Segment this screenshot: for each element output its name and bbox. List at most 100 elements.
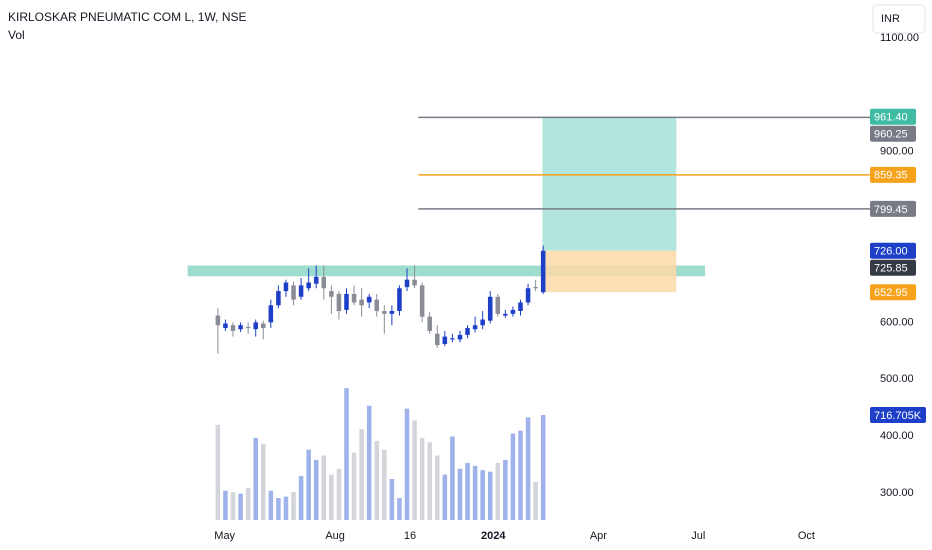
candle-body: [533, 287, 538, 289]
volume-bar: [306, 449, 311, 520]
candle-body: [291, 285, 296, 300]
volume-bar: [382, 449, 387, 520]
x-tick-label: 2024: [481, 530, 506, 542]
candle-body: [268, 305, 274, 323]
y-tick-label: 1100.00: [880, 32, 919, 44]
price-tag-label: 652.95: [874, 287, 908, 299]
price-tag: [870, 108, 916, 125]
x-tick-label: Oct: [798, 530, 815, 542]
candle-body: [223, 323, 228, 329]
y-tick-label: 400.00: [880, 430, 914, 442]
candle-body: [276, 291, 281, 306]
volume-bar: [321, 455, 327, 520]
volume-bar: [366, 405, 372, 520]
candle-body: [427, 316, 432, 331]
price-tag-label: 799.45: [874, 204, 908, 216]
candle-body: [442, 336, 448, 344]
volume-bar: [510, 433, 516, 520]
candle-body: [525, 288, 531, 303]
price-tag: [870, 200, 916, 217]
candle-body: [480, 319, 485, 326]
candle-body: [321, 276, 327, 289]
x-tick-label: May: [214, 530, 235, 542]
candle-body: [397, 288, 402, 311]
volume-bar: [268, 490, 274, 520]
y-tick-label: 500.00: [880, 373, 914, 385]
volume-bar: [374, 440, 380, 520]
volume-bar: [389, 478, 395, 520]
candle-body: [518, 302, 523, 311]
resistance-zone: [187, 265, 706, 277]
candle-body: [472, 325, 478, 330]
candle-body: [283, 282, 289, 292]
volume-bar: [291, 492, 296, 520]
candle-body: [457, 334, 463, 340]
y-tick-label: 900.00: [880, 146, 914, 158]
volume-bar: [427, 442, 432, 520]
candle-body: [412, 279, 417, 286]
price-tag: [870, 166, 916, 183]
candle-body: [366, 296, 372, 303]
x-tick-label: Jul: [691, 530, 705, 542]
volume-tag: [870, 407, 926, 424]
price-tag-label: 726.00: [874, 246, 908, 258]
volume-bar: [533, 481, 538, 520]
candle-body: [465, 328, 470, 335]
chart-title: KIRLOSKAR PNEUMATIC COM L, 1W, NSE: [8, 10, 247, 24]
candle-body: [253, 322, 258, 330]
position-loss: [542, 250, 677, 293]
candle-body: [450, 338, 455, 340]
x-tick-label: Aug: [325, 530, 345, 542]
volume-bar: [397, 498, 402, 520]
volume-bar: [472, 465, 478, 520]
volume-bar: [457, 468, 463, 520]
volume-bar: [419, 437, 425, 520]
candle-body: [245, 326, 251, 329]
candle-body: [404, 279, 410, 288]
volume-bar: [313, 459, 319, 520]
candle-body: [435, 333, 440, 346]
candle-body: [261, 323, 266, 329]
volume-bar: [253, 437, 258, 520]
x-tick-label: Apr: [590, 530, 607, 542]
volume-tag-label: 716.705K: [874, 410, 922, 422]
candle-body: [510, 309, 516, 314]
x-tick-label: 16: [404, 530, 416, 542]
currency-button[interactable]: [872, 4, 926, 34]
y-tick-label: 600.00: [880, 316, 914, 328]
price-tag: [870, 284, 916, 301]
volume-bar: [276, 498, 281, 520]
candle-body: [495, 296, 501, 314]
currency-label[interactable]: INR: [881, 13, 900, 25]
position-profit: [542, 116, 677, 251]
volume-bar: [518, 430, 523, 520]
volume-bar: [480, 470, 485, 520]
candle-body: [238, 325, 243, 330]
volume-bar: [359, 429, 364, 520]
price-tag: [870, 125, 916, 142]
volume-bar: [442, 474, 448, 520]
candle-body: [359, 299, 364, 306]
volume-bar: [238, 493, 243, 520]
candle-body: [419, 285, 425, 317]
candle-body: [230, 325, 236, 331]
volume-bar: [435, 455, 440, 520]
volume-bar: [298, 476, 304, 520]
volume-bar: [540, 415, 546, 520]
volume-bar: [215, 424, 221, 520]
volume-bar: [503, 459, 508, 520]
volume-bar: [351, 452, 357, 520]
volume-title: Vol: [8, 28, 25, 42]
candle-body: [298, 285, 304, 297]
y-tick-label: 300.00: [880, 487, 914, 499]
price-tag-label: 961.40: [874, 112, 908, 124]
candle-body: [215, 315, 221, 326]
volume-bar: [495, 462, 501, 520]
volume-bar: [230, 492, 236, 520]
volume-bar: [404, 408, 410, 520]
candle-body: [374, 299, 380, 311]
price-tag-label: 960.25: [874, 129, 908, 141]
candle-body: [487, 296, 493, 321]
price-tag: [870, 259, 916, 276]
